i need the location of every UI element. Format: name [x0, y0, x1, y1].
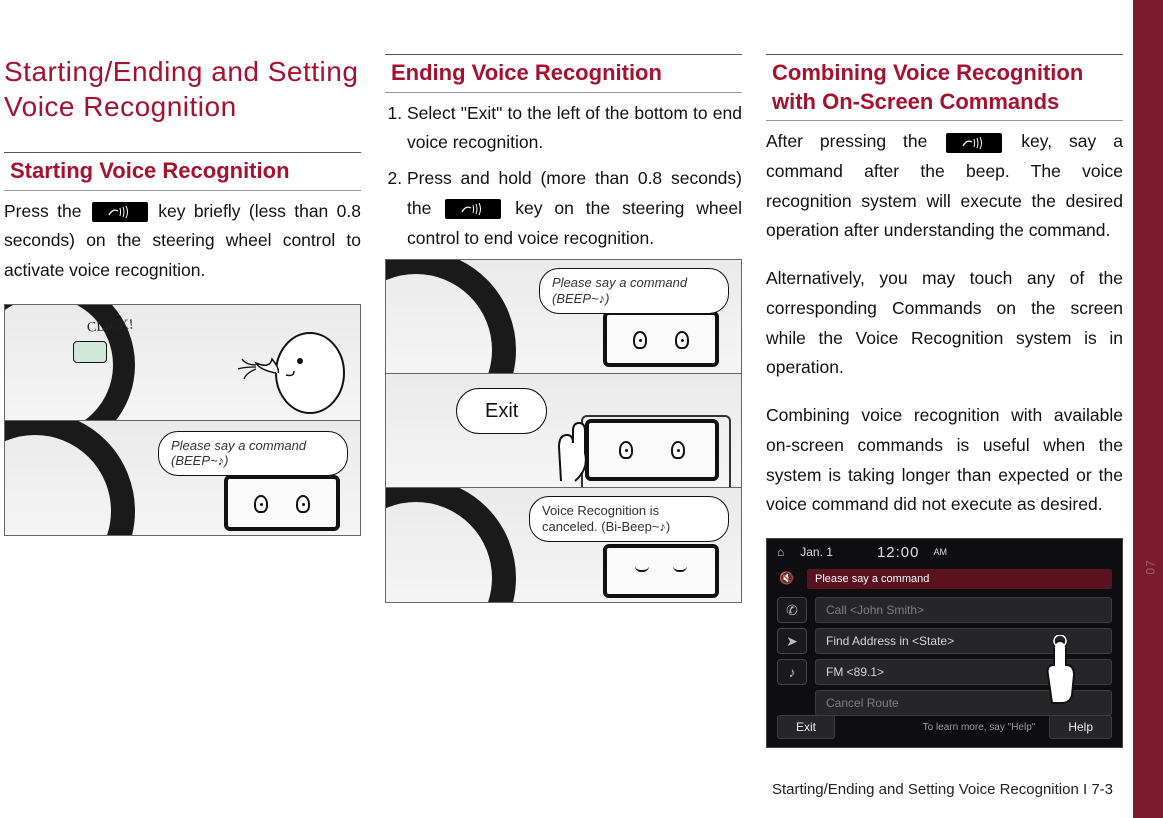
paragraph: Combining voice recognition with availab… — [766, 401, 1123, 520]
column-1: Starting/Ending and Setting Voice Recogn… — [4, 54, 361, 788]
dash-ampm: AM — [934, 547, 948, 557]
ending-steps-list: Select "Exit" to the left of the bottom … — [385, 99, 742, 254]
speech-bubble: Please say a command (BEEP~♪) — [158, 431, 348, 476]
illus-panel: CLICK! — [5, 305, 360, 421]
combining-text: After pressing the key, say a command af… — [766, 127, 1123, 520]
starting-paragraph: Press the key briefly (less than 0.8 sec… — [4, 197, 361, 286]
voice-key-icon — [92, 202, 148, 222]
text-fragment: Press the — [4, 201, 90, 221]
pointer-hand-icon — [1024, 635, 1084, 705]
illus-panel: Please say a command (BEEP~♪) — [386, 260, 741, 374]
text-fragment: After pressing the — [766, 131, 944, 151]
voice-key-icon — [445, 199, 501, 219]
voice-key-icon — [946, 133, 1002, 153]
dash-bottom-bar: Exit To learn more, say "Help" Help — [777, 715, 1112, 739]
illus-panel: Voice Recognition is canceled. (Bi-Beep~… — [386, 488, 741, 603]
dashboard-screenshot: ⌂ Jan. 1 12:00AM 🔇 Please say a command … — [766, 538, 1123, 748]
paragraph: Alternatively, you may touch any of the … — [766, 264, 1123, 383]
illus-panel: Exit — [386, 374, 741, 488]
help-button[interactable]: Help — [1049, 715, 1112, 739]
nav-icon[interactable]: ➤ — [777, 628, 807, 654]
exit-bubble: Exit — [456, 388, 547, 434]
section-title-ending: Ending Voice Recognition — [385, 54, 742, 93]
speech-bubble: Voice Recognition is canceled. (Bi-Beep~… — [529, 496, 729, 541]
page-title: Starting/Ending and Setting Voice Recogn… — [4, 54, 361, 124]
starting-illustration: CLICK! Please say a command (BEEP~♪) — [4, 304, 361, 536]
phone-icon[interactable]: ✆ — [777, 597, 807, 623]
speech-bubble: Please say a command (BEEP~♪) — [539, 268, 729, 313]
column-3: Combining Voice Recognition with On-Scre… — [766, 54, 1123, 788]
page-footer: Starting/Ending and Setting Voice Recogn… — [772, 781, 1113, 798]
home-icon[interactable]: ⌂ — [777, 545, 784, 559]
section-title-combining: Combining Voice Recognition with On-Scre… — [766, 54, 1123, 121]
music-icon[interactable]: ♪ — [777, 659, 807, 685]
list-item: Select "Exit" to the left of the bottom … — [407, 99, 742, 159]
dash-row: ✆ Call <John Smith> — [777, 597, 1112, 623]
talking-head-icon — [160, 315, 350, 415]
dash-date: Jan. 1 — [800, 545, 833, 559]
page-content: Starting/Ending and Setting Voice Recogn… — [0, 0, 1163, 818]
list-item: Press and hold (more than 0.8 seconds) t… — [407, 164, 742, 253]
illus-panel: Please say a command (BEEP~♪) — [5, 421, 360, 536]
dash-time: 12:00 — [877, 544, 920, 561]
section-title-starting: Starting Voice Recognition — [4, 152, 361, 191]
click-sound-label: CLICK! — [86, 317, 134, 336]
dash-command[interactable]: Call <John Smith> — [815, 597, 1112, 623]
exit-button[interactable]: Exit — [777, 715, 835, 739]
speaker-icon[interactable]: 🔇 — [779, 571, 794, 585]
column-2: Ending Voice Recognition Select "Exit" t… — [385, 54, 742, 788]
dash-hint: To learn more, say "Help" — [843, 722, 1041, 733]
dash-status-bar: ⌂ Jan. 1 12:00 AM — [767, 539, 1122, 565]
dash-prompt: Please say a command — [807, 569, 1112, 589]
ending-illustration: Please say a command (BEEP~♪) Exit — [385, 259, 742, 603]
